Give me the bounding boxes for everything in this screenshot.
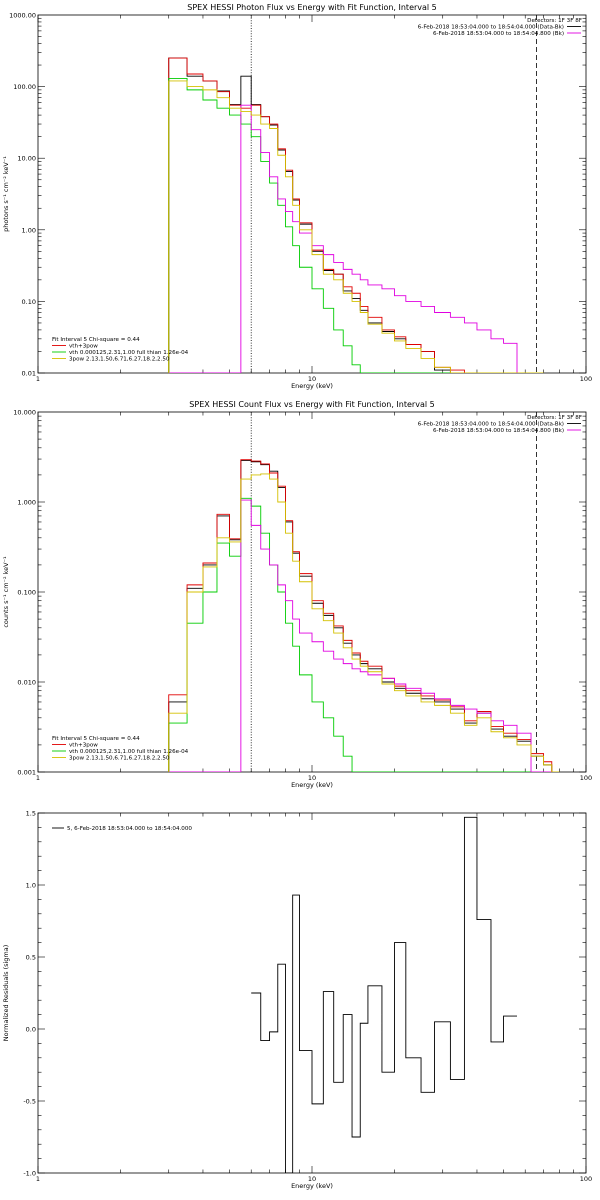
x-tick-label: 10 bbox=[308, 1175, 316, 1183]
y-tick-label: 1.5 bbox=[26, 810, 36, 818]
y-tick-label: 0.0 bbox=[26, 1026, 36, 1034]
y-tick-label: 1.000 bbox=[17, 499, 36, 507]
y-tick-label: 1.00 bbox=[22, 226, 36, 234]
y-tick-label: 10.000 bbox=[13, 409, 36, 417]
series-3-histogram bbox=[168, 497, 560, 772]
x-tick-label: 100 bbox=[580, 375, 592, 383]
y-tick-label: 100.00 bbox=[13, 83, 36, 91]
legend-entry: 6-Feb-2018 18:53:04.000 to 18:54:04.000 … bbox=[418, 25, 564, 31]
legend-entry: 6-Feb-2018 18:53:04.000 to 18:54:04.800 … bbox=[433, 31, 564, 37]
y-axis-label: photons s⁻¹ cm⁻² keV⁻¹ bbox=[2, 156, 10, 232]
x-tick-label: 100 bbox=[580, 774, 592, 782]
y-tick-label: 0.001 bbox=[17, 769, 36, 777]
plot-frame bbox=[37, 812, 587, 1174]
y-tick-label: 0.01 bbox=[22, 370, 36, 378]
y-axis-label: Normalized Residuals (sigma) bbox=[2, 945, 10, 1042]
series-2-histogram bbox=[168, 459, 560, 772]
panel-1: SPEX HESSI Photon Flux vs Energy with Fi… bbox=[2, 3, 592, 390]
y-tick-label: 0.5 bbox=[26, 954, 36, 962]
y-tick-label: 0.100 bbox=[17, 589, 36, 597]
y-tick-label: 0.10 bbox=[22, 298, 36, 306]
fit-stats-label: Fit Interval 5 Chi-square = 0.44 bbox=[52, 736, 140, 742]
y-tick-label: -1.0 bbox=[23, 1170, 36, 1178]
legend-entry: vth 0.000125,2.31,1.00 full thian 1.26e-… bbox=[69, 350, 189, 356]
panel-2: SPEX HESSI Count Flux vs Energy with Fit… bbox=[2, 400, 592, 789]
x-tick-label: 1 bbox=[36, 375, 40, 383]
y-tick-label: 0.010 bbox=[17, 679, 36, 687]
x-tick-label: 1 bbox=[36, 1175, 40, 1183]
series-2-histogram bbox=[168, 57, 544, 373]
x-axis-label: Energy (keV) bbox=[291, 382, 333, 390]
series-1-histogram bbox=[168, 57, 544, 373]
panel-3: 1 10 100 Energy (keV) -1.0 -0.5 0.0 0.5 1.0 1.5 No… bbox=[2, 810, 592, 1191]
chart-title: SPEX HESSI Photon Flux vs Energy with Fi… bbox=[187, 3, 437, 12]
x-tick-label: 1 bbox=[36, 774, 40, 782]
series-5-histogram bbox=[168, 473, 560, 772]
series-4-histogram bbox=[168, 499, 560, 772]
x-axis-label: Energy (keV) bbox=[291, 1182, 333, 1190]
x-tick-label: 100 bbox=[580, 1175, 592, 1183]
y-tick-label: 10.00 bbox=[17, 155, 36, 163]
series-5-histogram bbox=[168, 80, 544, 373]
legend-entry: vth+3pow bbox=[69, 344, 98, 350]
y-tick-label: 1000.00 bbox=[9, 12, 36, 20]
y-axis-label: counts s⁻¹ cm⁻² keV⁻¹ bbox=[2, 556, 10, 628]
series-3-histogram bbox=[168, 77, 544, 373]
y-tick-label: 1.0 bbox=[26, 882, 36, 890]
legend-entry: 3pow 2.13,1.50,6.71,6.27,18.2,2.50 bbox=[69, 357, 170, 363]
x-axis-label: Energy (keV) bbox=[291, 781, 333, 789]
chart-title: SPEX HESSI Count Flux vs Energy with Fit… bbox=[189, 400, 434, 409]
legend-entry: vth 0.000125,2.31,1.00 full thian 1.26e-… bbox=[69, 749, 189, 755]
legend-entry: 6-Feb-2018 18:53:04.000 to 18:54:04.000 … bbox=[418, 422, 564, 428]
x-tick-label: 10 bbox=[308, 774, 316, 782]
legend-entry: vth+3pow bbox=[69, 743, 98, 749]
y-tick-label: -0.5 bbox=[23, 1098, 36, 1106]
detectors-label: Detectors: 1F 3F 8F bbox=[527, 18, 582, 24]
series-1-histogram bbox=[251, 816, 517, 1173]
legend-entry: 5, 6-Feb-2018 18:53:04.000 to 18:54:04.0… bbox=[67, 826, 192, 832]
legend-entry: 3pow 2.13,1.50,6.71,6.27,18.2,2.50 bbox=[69, 756, 170, 762]
x-tick-label: 10 bbox=[308, 375, 316, 383]
plot-frame bbox=[37, 14, 587, 374]
legend-entry: 6-Feb-2018 18:53:04.000 to 18:54:04.800 … bbox=[433, 428, 564, 434]
series-1-histogram bbox=[168, 459, 560, 772]
detectors-label: Detectors: 1F 3F 8F bbox=[527, 415, 582, 421]
series-4-histogram bbox=[168, 104, 544, 373]
fit-stats-label: Fit Interval 5 Chi-square = 0.44 bbox=[52, 337, 140, 343]
